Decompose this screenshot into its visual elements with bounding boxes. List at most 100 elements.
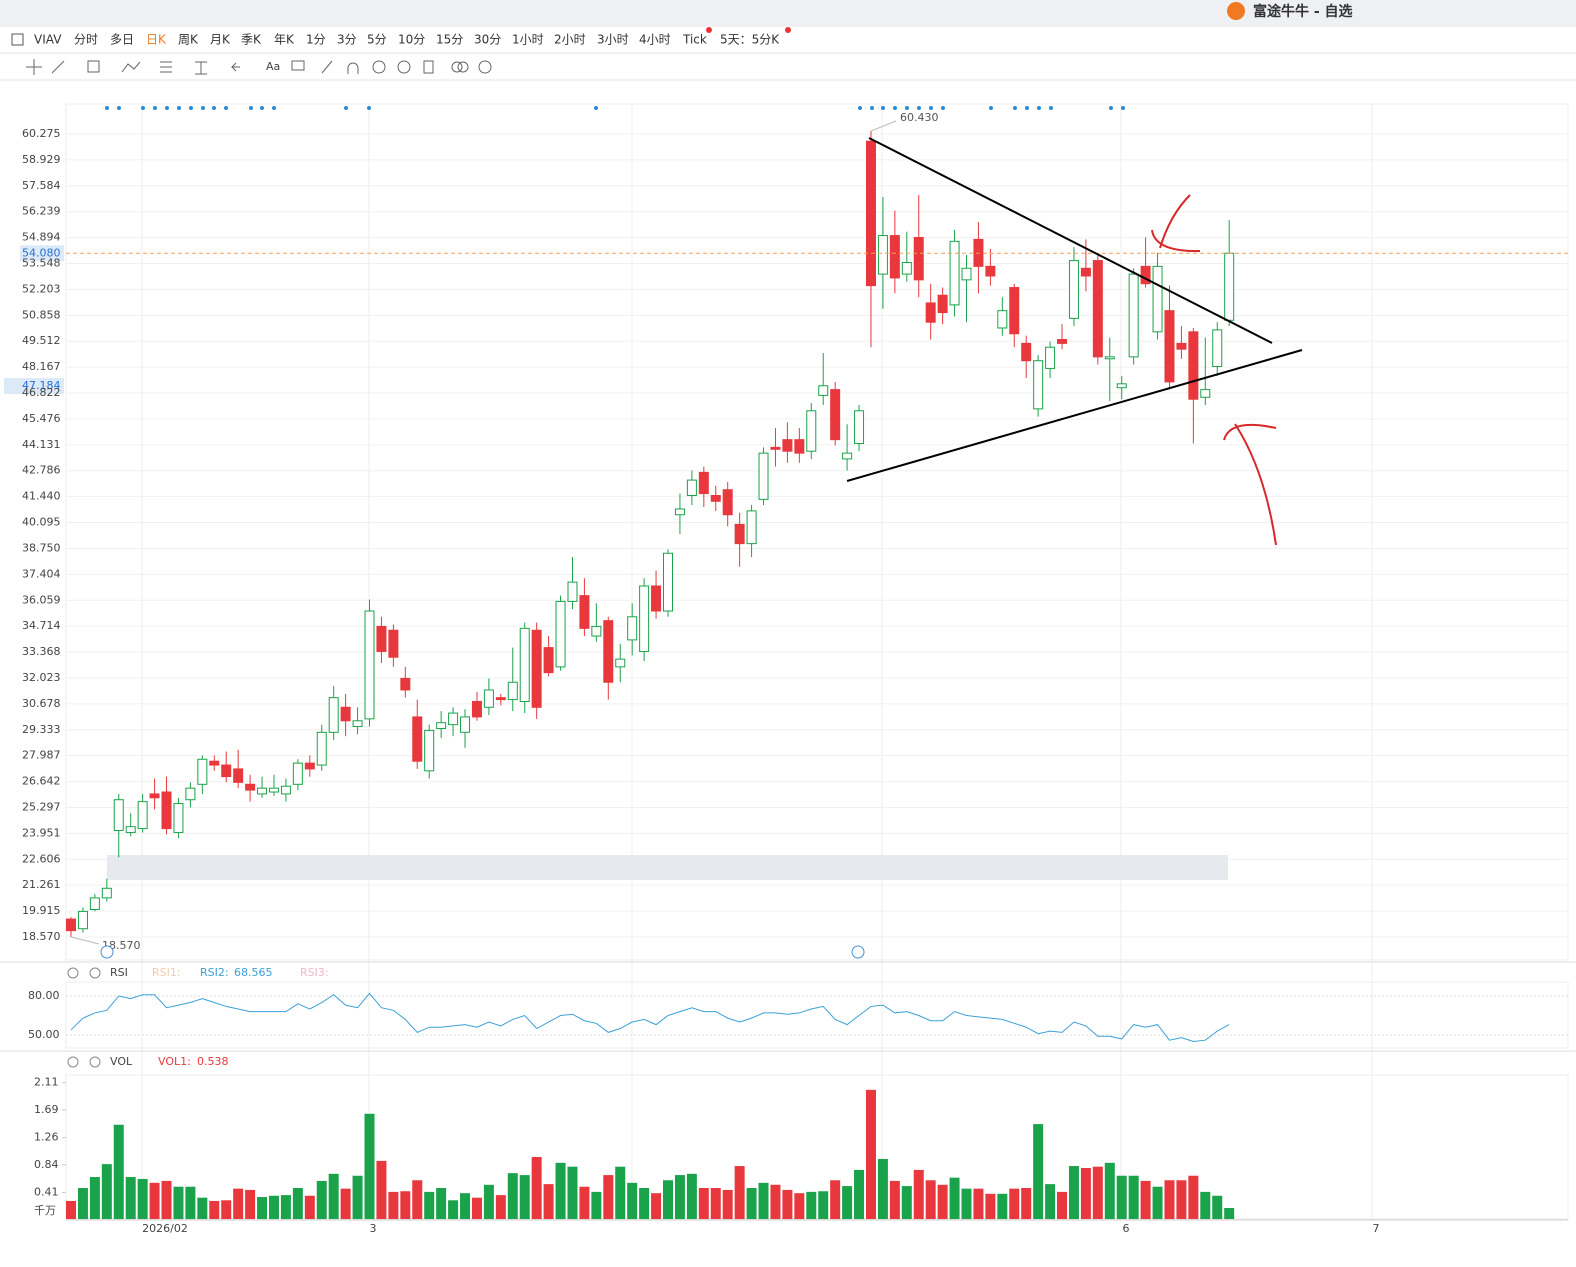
candle-body — [758, 452, 769, 500]
event-dot — [224, 106, 228, 110]
period-tab[interactable]: 周K — [178, 33, 199, 47]
vol1-value: 0.538 — [197, 1055, 229, 1068]
vol-tick-label: 0.84 — [34, 1158, 59, 1171]
period-tab[interactable]: 年K — [274, 33, 295, 47]
period-tab[interactable]: Tick — [682, 33, 707, 47]
tool-settings[interactable] — [478, 60, 492, 74]
tool-erase[interactable] — [321, 60, 333, 74]
period-tab[interactable]: 3小时 — [597, 33, 629, 47]
candle-body — [328, 697, 339, 733]
earnings-marker[interactable] — [851, 945, 865, 959]
panel-toggle[interactable] — [11, 33, 24, 46]
period-tab[interactable]: 5天：5分K — [720, 33, 780, 47]
event-dot — [177, 106, 181, 110]
tool-delete[interactable] — [423, 60, 434, 74]
period-tab[interactable]: 2小时 — [554, 33, 586, 47]
tool-text[interactable]: Aa — [266, 60, 280, 73]
period-tab[interactable]: 月K — [210, 33, 231, 47]
rsi2-legend: RSI2: — [200, 966, 229, 979]
volume-bar — [233, 1188, 244, 1219]
period-tab[interactable]: 5分 — [367, 33, 387, 47]
volume-bar — [1045, 1184, 1056, 1219]
candle-body — [1033, 360, 1044, 410]
period-tab[interactable]: 30分 — [474, 33, 501, 47]
tool-arrow[interactable] — [230, 62, 240, 72]
candle-body — [937, 294, 948, 314]
cursor-price-box — [4, 378, 64, 395]
candle-body — [531, 629, 542, 708]
tool-move[interactable] — [26, 59, 42, 75]
candle-body — [698, 471, 709, 495]
close-icon[interactable] — [89, 1056, 101, 1068]
period-tab[interactable]: 15分 — [436, 33, 463, 47]
event-dot — [929, 106, 933, 110]
high-pointer — [870, 120, 897, 132]
candle-body — [161, 791, 172, 830]
period-tab[interactable]: 1小时 — [512, 33, 544, 47]
tool-link[interactable] — [451, 61, 463, 73]
volume-bar — [830, 1180, 841, 1219]
period-tab[interactable]: 季K — [241, 33, 262, 47]
tool-magnet[interactable] — [347, 62, 359, 74]
volume-bar — [364, 1113, 375, 1219]
settings-icon[interactable] — [67, 1056, 79, 1068]
volume-bar — [1212, 1195, 1223, 1219]
volume-bar — [746, 1188, 757, 1219]
window-title: 富途牛牛 - 自选 — [1253, 3, 1353, 20]
candle-body — [889, 235, 900, 279]
volume-bar — [436, 1188, 447, 1219]
candle-body — [615, 658, 626, 668]
volume-bar — [1128, 1175, 1139, 1219]
candle-body — [1176, 342, 1187, 350]
title-bar — [0, 0, 1576, 27]
hand-arrow — [1223, 423, 1277, 546]
period-tab[interactable]: 10分 — [398, 33, 425, 47]
period-tab[interactable]: 多日 — [110, 33, 134, 47]
rsi1-legend: RSI1: — [152, 966, 181, 979]
period-tab[interactable]: 1分 — [306, 33, 326, 47]
tool-line[interactable] — [51, 60, 65, 74]
event-dot — [858, 106, 862, 110]
symbol[interactable]: VIAV — [34, 33, 62, 47]
candle-body — [1212, 329, 1223, 367]
period-tab[interactable]: 3分 — [337, 33, 357, 47]
period-tab[interactable]: 日K — [146, 33, 167, 47]
y-tick-label: 29.333 — [22, 723, 61, 736]
tool-measure[interactable] — [195, 61, 207, 75]
y-tick-label: 41.440 — [22, 490, 61, 503]
event-dot — [141, 106, 145, 110]
tool-pattern[interactable] — [121, 61, 141, 73]
tool-link2[interactable] — [457, 61, 469, 73]
volume-bar — [1164, 1180, 1175, 1219]
close-icon[interactable] — [89, 967, 101, 979]
last-price-box — [20, 245, 64, 262]
tool-hide[interactable] — [397, 60, 411, 74]
volume-bar — [316, 1180, 327, 1219]
settings-icon[interactable] — [67, 967, 79, 979]
event-dot — [344, 106, 348, 110]
rsi-title[interactable]: RSI — [110, 966, 128, 979]
candle-body — [1057, 339, 1068, 344]
tool-lock[interactable] — [372, 60, 386, 74]
volume-bar — [1057, 1191, 1068, 1219]
earnings-marker[interactable] — [100, 945, 114, 959]
volume-bar — [877, 1158, 888, 1219]
candle-body — [292, 762, 303, 785]
tool-shape[interactable] — [87, 60, 100, 73]
candle-body — [1224, 252, 1235, 321]
tool-note[interactable] — [291, 60, 305, 71]
event-dot — [367, 106, 371, 110]
period-tab[interactable]: 分时 — [74, 33, 98, 47]
tool-fib[interactable] — [160, 61, 172, 73]
candle-body — [985, 265, 996, 277]
vol-title[interactable]: VOL — [110, 1055, 133, 1068]
volume-bar — [543, 1184, 554, 1219]
volume-bar — [555, 1162, 566, 1219]
highlight-zone — [107, 855, 1228, 880]
volume-bar — [997, 1193, 1008, 1219]
plot: 60.430 18.570 54.080 47.184 2026/02 3 6 7 80.00 5… — [4, 106, 1568, 1235]
last-price-label: 54.080 — [22, 246, 61, 259]
y-tick-label: 37.404 — [22, 567, 61, 580]
period-tab[interactable]: 4小时 — [639, 33, 671, 47]
